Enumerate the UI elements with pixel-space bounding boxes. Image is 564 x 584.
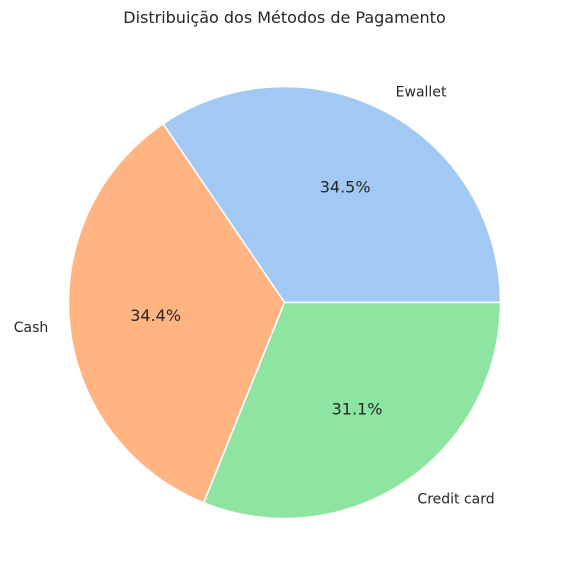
pie-slice-cash (67, 122, 286, 504)
slice-label-cash: Cash (14, 320, 49, 336)
chart-title: Distribuição dos Métodos de Pagamento (123, 8, 445, 27)
slice-label-ewallet: Ewallet (396, 85, 447, 101)
pct-label-ewallet: 34.5% (320, 177, 371, 196)
pct-label-cash: 34.4% (130, 306, 181, 325)
pie-slice-ewallet (162, 85, 502, 304)
slice-label-credit-card: Credit card (417, 491, 494, 507)
pie-slices (67, 85, 502, 520)
pie-labels: Ewallet 34.5% Cash 34.4% Credit card 31.1% (14, 85, 495, 508)
pct-label-credit-card: 31.1% (332, 399, 383, 418)
pie-slice-credit-card (202, 301, 502, 520)
